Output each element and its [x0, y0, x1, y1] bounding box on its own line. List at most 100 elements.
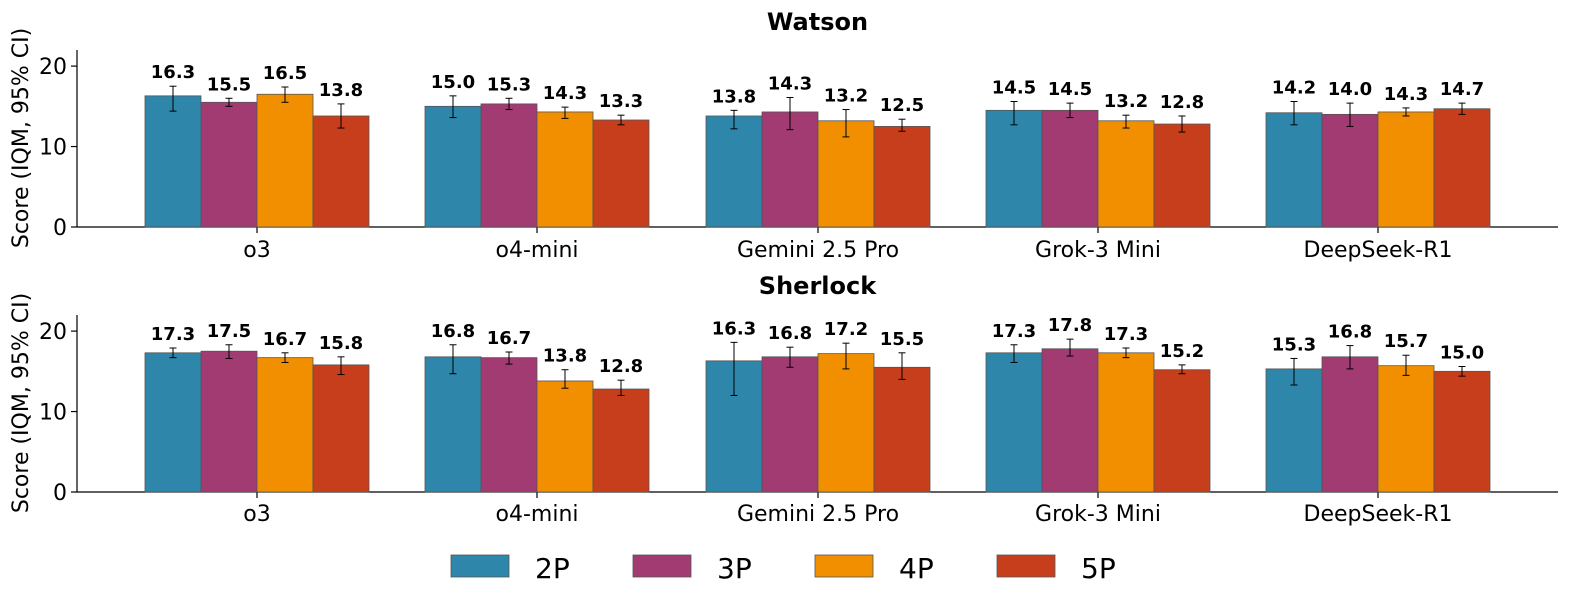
data-label: 15.3 — [1272, 334, 1316, 355]
data-label: 12.8 — [1160, 92, 1204, 113]
data-label: 14.3 — [543, 83, 587, 104]
data-label: 13.8 — [319, 80, 363, 101]
data-label: 16.8 — [1328, 322, 1372, 343]
data-label: 16.5 — [263, 63, 307, 84]
category-label: o3 — [243, 502, 270, 527]
bar-3P — [1041, 348, 1099, 493]
data-label: 14.3 — [768, 73, 812, 94]
bar-4P — [536, 380, 594, 493]
data-label: 17.5 — [207, 321, 251, 342]
bar-2P — [985, 109, 1043, 228]
y-tick-label: 0 — [53, 216, 67, 241]
y-tick-label: 10 — [39, 136, 67, 161]
chart-title: Sherlock — [759, 272, 877, 300]
data-label: 15.8 — [319, 333, 363, 354]
bar-5P — [592, 119, 650, 228]
bar-5P — [312, 115, 370, 228]
bar-3P — [480, 103, 538, 228]
data-label: 16.3 — [151, 62, 195, 83]
bar-4P — [1097, 352, 1155, 493]
data-label: 17.3 — [1104, 324, 1148, 345]
data-label: 13.3 — [599, 91, 643, 112]
data-label: 14.0 — [1328, 79, 1372, 100]
y-axis-label: Score (IQM, 95% CI) — [9, 293, 34, 513]
data-label: 16.7 — [487, 328, 531, 349]
data-label: 15.3 — [487, 74, 531, 95]
bar-3P — [1041, 109, 1099, 228]
data-label: 13.8 — [543, 346, 587, 367]
y-axis-label: Score (IQM, 95% CI) — [9, 28, 34, 248]
bar-5P — [312, 364, 370, 493]
data-label: 14.7 — [1440, 79, 1484, 100]
data-label: 15.5 — [880, 329, 924, 350]
bar-2P — [424, 356, 482, 493]
category-label: Grok-3 Mini — [1035, 238, 1161, 263]
data-label: 12.8 — [599, 356, 643, 377]
panel-watson: Watson Score (IQM, 95% CI) 0 10 20 o3 16.3 15.5… — [9, 8, 1558, 263]
bar-5P — [1153, 123, 1211, 228]
bar-4P — [256, 357, 314, 493]
bar-4P — [536, 111, 594, 228]
legend-swatch-4P — [814, 554, 874, 578]
data-label: 15.0 — [431, 72, 475, 93]
data-label: 15.0 — [1440, 342, 1484, 363]
category-label: Grok-3 Mini — [1035, 502, 1161, 527]
bar-4P — [817, 120, 875, 228]
data-label: 14.3 — [1384, 84, 1428, 105]
data-label: 13.2 — [824, 86, 868, 107]
chart-title: Watson — [767, 8, 868, 36]
category-label: DeepSeek-R1 — [1304, 238, 1453, 263]
data-label: 14.5 — [992, 77, 1036, 98]
bar-5P — [873, 366, 931, 493]
bar-2P — [705, 115, 763, 228]
legend-swatch-5P — [996, 554, 1056, 578]
bar-4P — [1377, 111, 1435, 228]
data-label: 14.5 — [1048, 79, 1092, 100]
bar-2P — [1265, 112, 1323, 228]
data-label: 17.3 — [992, 321, 1036, 342]
category-label: Gemini 2.5 Pro — [737, 238, 899, 263]
y-tick-label: 0 — [53, 481, 67, 506]
bar-4P — [817, 353, 875, 493]
bar-5P — [1433, 108, 1491, 228]
bar-3P — [200, 101, 258, 228]
bar-2P — [985, 352, 1043, 493]
data-label: 15.7 — [1384, 331, 1428, 352]
bar-2P — [424, 105, 482, 228]
bar-5P — [873, 126, 931, 228]
bar-2P — [1265, 368, 1323, 493]
panel-sherlock: Sherlock Score (IQM, 95% CI) 0 10 20 o3 17.3 17… — [9, 272, 1558, 527]
data-label: 13.2 — [1104, 91, 1148, 112]
legend-swatch-3P — [632, 554, 692, 578]
legend-label-3P: 3P — [717, 552, 752, 585]
data-label: 14.2 — [1272, 77, 1316, 98]
bar-4P — [256, 93, 314, 228]
bar-5P — [592, 388, 650, 493]
data-label: 16.7 — [263, 329, 307, 350]
category-label: o4-mini — [496, 238, 579, 263]
bar-3P — [200, 350, 258, 493]
y-tick-label: 20 — [39, 320, 67, 345]
bar-2P — [144, 95, 202, 228]
legend: 2P 3P 4P 5P — [450, 552, 1116, 585]
legend-label-2P: 2P — [535, 552, 570, 585]
data-label: 15.5 — [207, 74, 251, 95]
data-label: 16.8 — [431, 321, 475, 342]
data-label: 16.8 — [768, 323, 812, 344]
bar-3P — [1321, 113, 1379, 228]
data-label: 15.2 — [1160, 341, 1204, 362]
y-tick-label: 20 — [39, 55, 67, 80]
data-label: 17.3 — [151, 324, 195, 345]
data-label: 12.5 — [880, 95, 924, 116]
category-label: DeepSeek-R1 — [1304, 502, 1453, 527]
bar-3P — [761, 356, 819, 493]
y-tick-label: 10 — [39, 401, 67, 426]
category-label: Gemini 2.5 Pro — [737, 502, 899, 527]
data-label: 13.8 — [712, 86, 756, 107]
legend-label-5P: 5P — [1081, 552, 1116, 585]
bar-2P — [144, 352, 202, 493]
data-label: 16.3 — [712, 318, 756, 339]
category-label: o3 — [243, 238, 270, 263]
data-label: 17.2 — [824, 319, 868, 340]
